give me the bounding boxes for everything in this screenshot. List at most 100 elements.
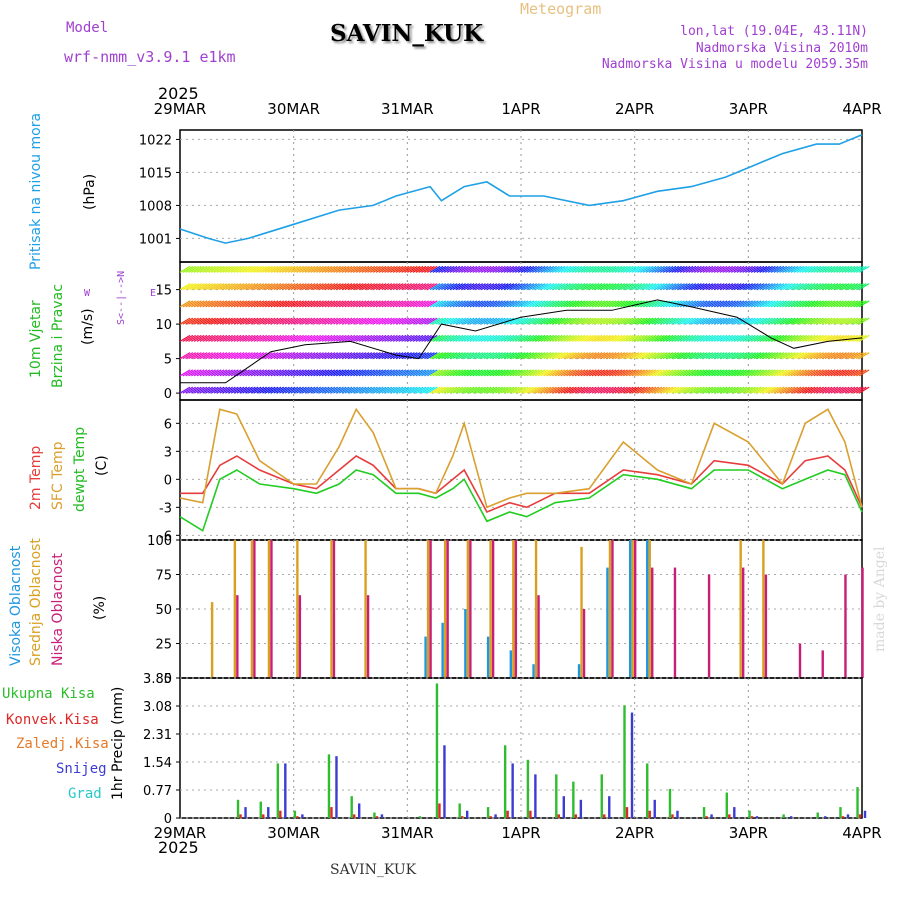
bar-cloud-niska-oblacnost [633, 540, 637, 678]
wind-barb [699, 334, 711, 342]
wind-barb [432, 386, 444, 394]
wind-barb [583, 386, 594, 394]
wind-barb [833, 352, 844, 360]
bar-precip-snijeg [676, 810, 679, 818]
bar-cloud-srednja-oblacnost [250, 540, 254, 678]
wind-barb [404, 317, 415, 325]
wind-barb [773, 386, 785, 394]
wind-barb [699, 317, 711, 325]
wind-barb [682, 283, 694, 291]
wind-barb [492, 317, 503, 325]
wind-barb [273, 300, 285, 308]
wind-barb [424, 300, 435, 308]
tick-label-temp: -6 [159, 529, 172, 544]
wind-barb [497, 334, 509, 342]
wind-barb [191, 265, 202, 273]
wind-barb [836, 283, 847, 291]
wind-barb [821, 300, 833, 308]
wind-barb [657, 334, 668, 342]
wind-barb [310, 265, 322, 273]
wind-barb [438, 265, 449, 273]
wind-barb [725, 334, 736, 342]
wind-barb [739, 283, 751, 291]
wind-barb [455, 265, 466, 273]
wind-barb [472, 283, 484, 291]
wind-barb [796, 317, 807, 325]
wind-barb [793, 352, 805, 360]
wind-barb [841, 300, 853, 308]
wind-barb [674, 283, 685, 291]
bar-precip-ukupna-kisa [327, 754, 331, 818]
wind-barb [497, 265, 509, 273]
wind-barb [338, 300, 350, 308]
wind-barb [821, 369, 833, 377]
wind-barb [230, 317, 242, 325]
wind-barb [512, 317, 523, 325]
lonlat-label: lon,lat (19.04E, 43.11N) [680, 24, 868, 39]
wind-barb [526, 317, 537, 325]
wind-barb [503, 334, 515, 342]
wind-barb [381, 265, 393, 273]
wind-barb [202, 334, 214, 342]
wind-barb [330, 369, 341, 377]
bar-cloud-visoka-oblacnost [646, 540, 649, 678]
wind-barb [387, 283, 398, 291]
wind-barb [753, 334, 765, 342]
wind-barb [358, 283, 370, 291]
wind-barb [784, 300, 796, 308]
wind-barb [344, 265, 356, 273]
wind-barb [463, 317, 475, 325]
wind-barb [765, 317, 776, 325]
wind-barb [719, 369, 731, 377]
wind-barb [534, 334, 546, 342]
bar-cloud-srednja-oblacnost [534, 540, 538, 678]
time-label-bottom: 1APR [501, 824, 540, 842]
wind-barb [799, 283, 810, 291]
bar-precip-konvek-kisa [557, 814, 560, 818]
wind-barb [694, 300, 705, 308]
wind-barb [779, 283, 790, 291]
wind-barb [355, 283, 367, 291]
wind-barb [804, 265, 816, 273]
wind-barb [387, 317, 398, 325]
wind-barb [409, 386, 421, 394]
tick-label-temp: 6 [164, 417, 172, 432]
wind-barb [730, 265, 742, 273]
series-line-temp-sfc-temp [179, 407, 863, 509]
wind-barb [762, 317, 773, 325]
wind-barb [287, 352, 299, 360]
wind-barb [813, 300, 825, 308]
wind-barb [773, 352, 785, 360]
wind-barb [796, 386, 807, 394]
wind-barb [361, 265, 373, 273]
wind-barb [210, 352, 222, 360]
wind-barb [435, 334, 447, 342]
wind-barb [665, 352, 677, 360]
wind-barb [193, 283, 205, 291]
wind-barb [208, 300, 219, 308]
wind-barb [543, 369, 555, 377]
wind-barb [492, 334, 503, 342]
wind-barb [694, 317, 705, 325]
wind-barb [804, 369, 816, 377]
wind-barb [503, 369, 515, 377]
wind-barb [640, 283, 651, 291]
wind-barb [622, 369, 634, 377]
wind-barb [532, 386, 543, 394]
wind-barb [637, 300, 648, 308]
wind-barb [415, 334, 427, 342]
wind-barb [372, 334, 384, 342]
wind-barb [438, 334, 449, 342]
wind-barb [750, 386, 762, 394]
wind-barb [813, 386, 825, 394]
wind-barb [262, 265, 273, 273]
wind-barb [804, 283, 816, 291]
wind-barb [245, 265, 256, 273]
wind-barb [836, 317, 847, 325]
wind-barb [819, 300, 830, 308]
wind-barb [782, 369, 793, 377]
wind-barb [588, 334, 600, 342]
wind-barb [307, 265, 319, 273]
wind-barb [739, 317, 751, 325]
wind-barb [185, 352, 196, 360]
